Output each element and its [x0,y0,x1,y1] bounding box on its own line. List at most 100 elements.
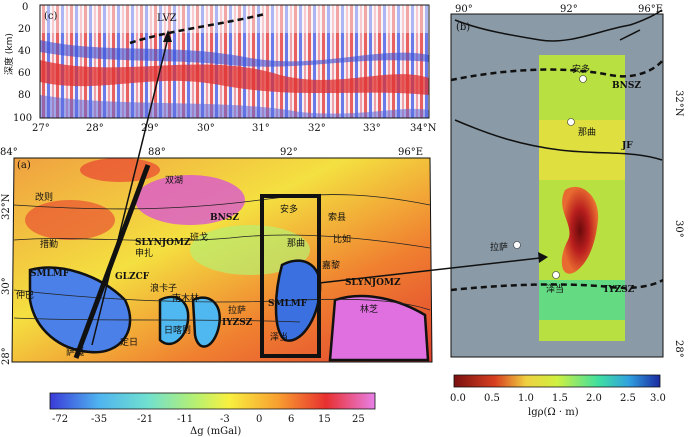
place: 南木林 [172,292,199,304]
b-right-tick: 32°N [673,90,684,117]
colorbar-a-ticks: -72 -35 -21 -11 -3 0 6 15 25 [52,414,365,425]
b-fault-label: IYZSZ [604,285,635,295]
top-tick: 88° [148,147,166,158]
b-fault-label: JF [621,141,633,151]
panel-c-label: (c) [44,11,58,22]
b-place: 安多 [572,63,590,75]
b-top-tick: 96°E [638,4,663,15]
panel-c-yticks: 0 20 40 60 80 100 [13,2,32,124]
b-fault-label: BNSZ [612,81,641,91]
top-tick: 92° [280,147,298,158]
b-place: 那曲 [578,127,596,138]
colorbar-b: 0.0 0.5 1.0 1.5 2.0 2.5 3.0 lgρ(Ω · m) [450,374,666,418]
low-resistivity-body [561,186,599,274]
place: 改则 [35,191,53,203]
xtick: 34°N [410,123,437,134]
place: 比如 [333,233,351,245]
ytick: 0 [22,2,28,13]
place: 安多 [280,203,298,215]
cbar-tick: 6 [288,414,294,425]
panel-a-label: (a) [17,160,31,171]
xtick: 28° [86,123,104,134]
fault-label: IYZSZ [222,318,253,328]
place: 双湖 [165,175,183,186]
place: 措勤 [40,238,58,250]
low-gravity-zone [28,266,132,354]
ytick: 40 [18,46,31,57]
xtick: 33° [363,123,381,134]
panel-c-xticks: 27° 28° 29° 30° 31° 32° 33° 34°N [32,123,437,134]
b-place: 泽当 [546,283,564,295]
cbar-b-tick: 2.0 [586,393,602,404]
fault-label: SMLMF [30,269,70,279]
b-top-tick: 92° [560,4,578,15]
colorbar-a: -72 -35 -21 -11 -3 0 6 15 25 Δg (mGal) [49,392,376,437]
place: 班戈 [190,231,208,243]
cbar-b-tick: 3.0 [650,393,666,404]
panel-b-label: (b) [456,22,470,33]
panel-b-faults [454,9,663,161]
b-right-tick: 28° [673,340,684,358]
study-area-box [260,194,321,358]
top-tick: 84° [0,147,18,158]
cbar-tick: 25 [352,414,365,425]
cbar-b-tick: 2.5 [620,393,636,404]
left-tick: 28° [1,347,12,365]
cbar-b-tick: 0.5 [484,393,500,404]
place: 索县 [328,211,346,223]
arrow-head-icon [538,252,548,263]
ytick: 100 [13,113,32,124]
colorbar-a-label: Δg (mGal) [190,426,241,437]
xtick: 31° [252,123,270,134]
left-tick: 30° [1,277,12,295]
panel-c-ylabel: 深度 (km) [3,33,15,75]
xtick: 30° [197,123,215,134]
place: 申扎 [135,247,153,259]
cbar-tick: -21 [137,414,153,425]
place: 日喀则 [164,324,191,336]
place: 那曲 [287,238,305,249]
fault-label: SLYNJOMZ [345,278,401,288]
place: 嘉黎 [322,259,340,271]
fault-label: GLZCF [115,272,150,282]
ytick: 80 [18,90,31,101]
place: 泽当 [270,331,288,343]
cbar-b-tick: 1.0 [518,393,534,404]
fault-label: BNSZ [210,213,239,223]
b-place: 拉萨 [490,241,508,253]
cbar-tick: 0 [256,414,262,425]
place: 林芝 [360,303,378,315]
fault-label: SMLMF [268,299,308,309]
xtick: 32° [308,123,326,134]
cbar-tick: -11 [177,414,193,425]
panel-c: (c) LVZ 深度 (km) 0 20 40 60 80 100 27° 28… [3,2,437,134]
xtick: 29° [141,123,159,134]
panel-b: (b) 90° 92° 96°E 32°N 30° 28° BNSZ JF IY… [450,4,684,358]
ytick: 20 [18,24,31,35]
lvz-label: LVZ [157,13,177,24]
fault-label: SLYNJOMZ [135,238,191,248]
top-tick: 96°E [398,147,423,158]
cbar-b-tick: 1.5 [552,393,568,404]
red-band [40,60,429,95]
arrow-head-icon [163,30,172,42]
panel-b-sutures [450,59,664,292]
place: 萨嘎 [66,347,84,358]
place: 定日 [120,336,138,348]
connector-arrows [91,30,548,346]
place: 仲巴 [16,289,34,301]
cbar-tick: 15 [318,414,331,425]
cbar-b-tick: 0.0 [450,393,466,404]
cbar-tick: -3 [220,414,230,425]
cbar-tick: -35 [91,414,107,425]
cbar-tick: -72 [52,414,68,425]
colorbar-b-label: lgρ(Ω · m) [528,407,579,418]
ytick: 60 [18,68,31,79]
b-top-tick: 90° [455,4,473,15]
xtick: 27° [32,123,50,134]
place: 浪卡子 [150,282,177,294]
left-tick: 32°N [1,193,12,220]
place: 拉萨 [228,304,246,316]
lvz-boundary [129,12,266,45]
